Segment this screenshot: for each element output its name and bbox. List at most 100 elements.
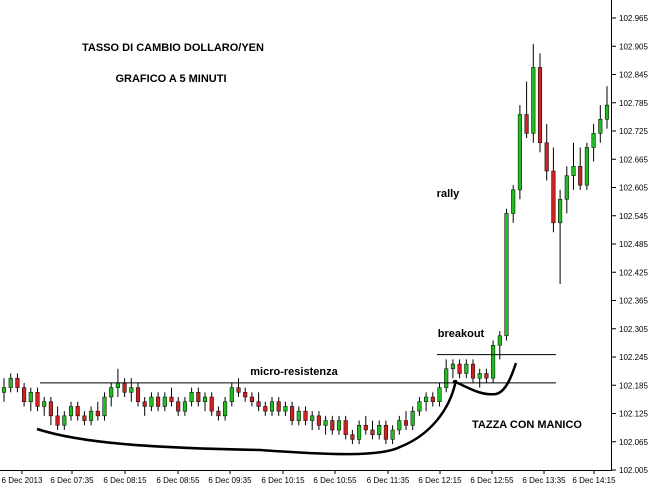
rally-label: rally <box>437 188 461 200</box>
y-tick-label: 102.245 <box>619 353 648 362</box>
x-axis-ticks: 6 Dec 2013 6 Dec 07:35 6 Dec 08:15 6 Dec 08… <box>2 470 616 485</box>
y-axis-ticks: 102.965 102.905 102.845 102.785 102.725 102.6… <box>612 14 648 475</box>
candle-body-down <box>578 166 583 186</box>
y-tick-label: 102.845 <box>619 71 648 80</box>
candle-body-up <box>437 387 442 402</box>
candle-body-up <box>564 175 569 200</box>
chart-subtitle: GRAFICO A 5 MINUTI <box>115 73 226 85</box>
cup-pattern-curve <box>36 379 458 456</box>
x-tick-label: 6 Dec 2013 <box>2 476 43 485</box>
x-tick-label: 6 Dec 13:35 <box>522 476 566 485</box>
breakout-label: breakout <box>438 328 485 340</box>
candle-body-down <box>22 387 27 402</box>
candle-body-down <box>290 406 295 421</box>
candle-body-up <box>89 410 94 421</box>
x-tick-label: 6 Dec 12:15 <box>418 476 462 485</box>
candle-body-down <box>457 363 462 374</box>
x-tick-label: 6 Dec 14:15 <box>572 476 616 485</box>
candle-body-up <box>497 335 502 346</box>
y-tick-label: 102.545 <box>619 212 648 221</box>
candle-body-up <box>1 387 7 393</box>
x-tick-label: 6 Dec 12:55 <box>470 476 514 485</box>
candle-body-down <box>276 401 281 412</box>
candle-body-down <box>236 387 241 393</box>
candle-body-up <box>558 199 563 224</box>
candle-body-down <box>537 67 543 144</box>
candle-body-up <box>115 382 120 388</box>
candle-body-up <box>397 420 402 431</box>
candle-body-down <box>343 420 348 435</box>
candle-body-up <box>229 387 234 402</box>
candle-body-down <box>82 415 87 421</box>
candle-body-down <box>551 170 556 224</box>
candle-body-up <box>591 133 596 148</box>
candle-body-up <box>283 406 288 412</box>
x-tick-label: 6 Dec 08:15 <box>103 476 147 485</box>
y-tick-label: 102.605 <box>619 184 648 193</box>
candle-body-up <box>310 415 315 421</box>
candle-body-down <box>243 392 248 398</box>
x-tick-label: 6 Dec 08:55 <box>156 476 200 485</box>
candle-body-down <box>484 373 489 379</box>
y-tick-label: 102.785 <box>619 99 648 108</box>
candle-body-up <box>511 189 516 214</box>
candle-body-down <box>330 420 335 431</box>
candle-body-up <box>296 410 301 421</box>
y-tick-label: 102.185 <box>619 381 648 390</box>
candle-body-up <box>162 396 167 407</box>
candle-body-up <box>149 396 154 407</box>
y-tick-label: 102.905 <box>619 42 648 51</box>
candle-body-up <box>8 377 13 388</box>
micro-resistance-label: micro-resistenza <box>250 366 338 378</box>
y-tick-label: 102.005 <box>619 466 648 475</box>
y-tick-label: 102.065 <box>619 438 648 447</box>
candle-body-down <box>249 396 254 402</box>
y-tick-label: 102.425 <box>619 268 648 277</box>
candle-body-up <box>417 401 422 412</box>
candle-body-up <box>491 344 496 379</box>
candle-body-down <box>544 142 549 172</box>
candle-body-up <box>504 213 509 337</box>
y-tick-label: 102.365 <box>619 297 648 306</box>
candle-body-up <box>42 401 47 407</box>
horizontal-lines-group <box>40 354 556 384</box>
x-tick-label: 6 Dec 11:35 <box>367 476 410 485</box>
x-tick-label: 6 Dec 07:35 <box>50 476 94 485</box>
candle-body-down <box>176 401 181 412</box>
candle-body-down <box>196 392 201 402</box>
candle-body-down <box>256 401 261 407</box>
candle-body-down <box>524 114 529 134</box>
candle-body-up <box>189 392 194 402</box>
cup-with-handle-label: TAZZA CON MANICO <box>472 419 582 431</box>
candle-body-up <box>223 401 228 417</box>
candle-body-down <box>156 396 161 407</box>
y-tick-label: 102.725 <box>619 127 648 136</box>
candle-body-down <box>122 382 127 393</box>
handle-pattern-curve <box>452 362 518 396</box>
candle-body-down <box>15 377 20 388</box>
y-tick-label: 102.965 <box>619 14 648 23</box>
y-tick-label: 102.125 <box>619 410 648 419</box>
candle-body-up <box>336 420 342 431</box>
x-tick-label: 6 Dec 10:55 <box>313 476 357 485</box>
candle-body-up <box>202 396 208 402</box>
candle-body-down <box>316 415 321 426</box>
candle-body-up <box>68 406 74 417</box>
x-tick-label: 6 Dec 10:15 <box>261 476 305 485</box>
candle-body-up <box>444 368 449 388</box>
candle-body-up <box>604 104 610 120</box>
candle-body-up <box>269 401 275 412</box>
candles-group <box>1 43 610 445</box>
candle-body-down <box>216 410 221 417</box>
candle-body-down <box>48 401 53 417</box>
candle-body-up <box>410 410 415 426</box>
chart-title: TASSO DI CAMBIO DOLLARO/YEN <box>82 42 264 54</box>
candle-body-up <box>390 429 395 440</box>
candle-body-down <box>363 425 368 431</box>
candle-body-up <box>584 147 589 186</box>
candle-body-up <box>424 396 429 402</box>
y-tick-label: 102.485 <box>619 240 648 249</box>
candle-body-down <box>303 410 308 421</box>
